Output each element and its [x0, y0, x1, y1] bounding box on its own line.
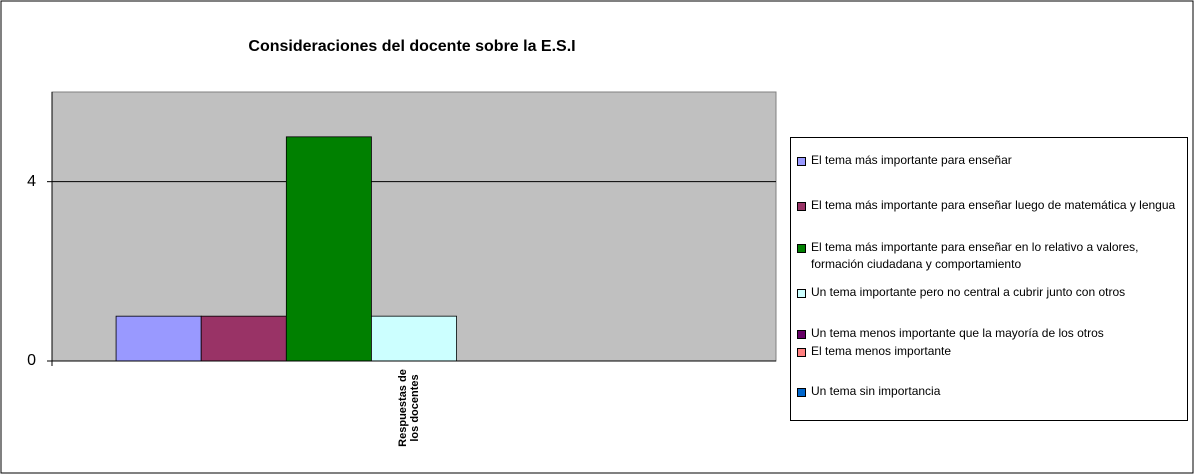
legend-label: El tema más importante para enseñar lueg…: [811, 198, 1176, 212]
bar: [285, 136, 372, 362]
legend-swatch: [797, 289, 806, 298]
legend-swatch: [797, 157, 806, 166]
chart-title: Consideraciones del docente sobre la E.S…: [248, 38, 575, 55]
legend: El tema más importante para enseñar El te…: [790, 137, 1188, 421]
legend-entry: Un tema importante pero no central a cub…: [797, 284, 1183, 301]
legend-entry: El tema más importante para enseñar lueg…: [797, 197, 1183, 214]
legend-entry: Un tema menos importante que la mayoría …: [797, 325, 1183, 342]
legend-entry: Un tema sin importancia: [797, 383, 1183, 400]
legend-label: El tema más importante para enseñar: [811, 153, 1012, 167]
legend-entry: El tema más importante para enseñar en l…: [797, 239, 1183, 273]
y-tick-label: 0: [27, 352, 36, 369]
bar: [200, 315, 287, 362]
legend-label: Un tema sin importancia: [811, 384, 941, 398]
legend-label: Un tema menos importante que la mayoría …: [811, 326, 1104, 340]
legend-label: El tema más importante para enseñar en l…: [811, 240, 1139, 271]
legend-swatch: [797, 202, 806, 211]
x-tick-label: Respuestas de los docentes: [397, 369, 421, 447]
legend-label: Un tema importante pero no central a cub…: [811, 285, 1126, 299]
y-tick-label: 4: [27, 173, 36, 190]
legend-entry: El tema más importante para enseñar: [797, 152, 1183, 169]
bar: [115, 315, 202, 362]
legend-swatch: [797, 388, 806, 397]
legend-entry: El tema menos importante: [797, 343, 1183, 360]
legend-swatch: [797, 244, 806, 253]
bar: [371, 315, 457, 362]
legend-label: El tema menos importante: [811, 344, 952, 358]
legend-swatch: [797, 330, 806, 339]
legend-swatch: [797, 348, 806, 357]
